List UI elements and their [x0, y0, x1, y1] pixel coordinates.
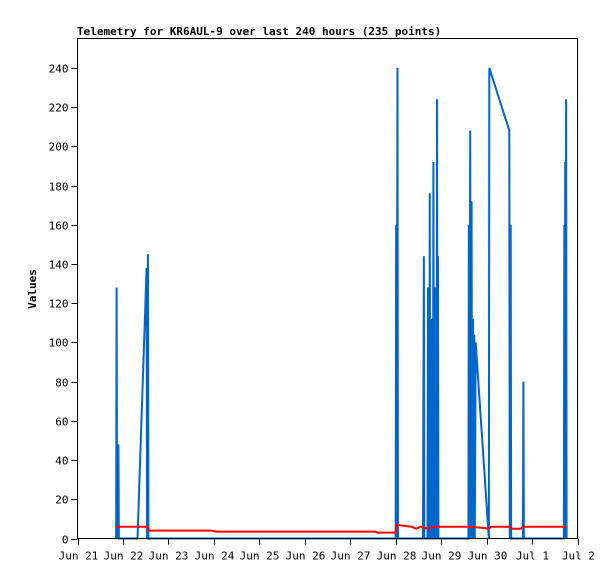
series-line-2 — [116, 523, 567, 534]
y-tick-label: 40 — [55, 455, 68, 468]
y-tick-label: 180 — [49, 181, 69, 194]
x-tick-label: Jun 27 — [331, 550, 371, 563]
x-tick-label: Jun 23 — [149, 550, 189, 563]
x-tick-label: Jun 24 — [195, 550, 235, 563]
chart-title: Telemetry for KR6AUL-9 over last 240 hou… — [77, 25, 441, 38]
y-tick-label: 100 — [49, 337, 69, 350]
y-tick-label: 60 — [55, 416, 68, 429]
x-tick-label: Jun 25 — [240, 550, 280, 563]
x-axis: Jun 21 Jun 22 Jun 23 Jun 24 Jun 25 Jun 26 Jun … — [59, 538, 595, 563]
y-axis: 0 20 40 60 80 100 120 140 160 180 200 220 240 — [49, 63, 78, 547]
y-tick-label: 120 — [49, 298, 69, 311]
y-tick-label: 200 — [49, 141, 69, 154]
x-tick-label: Jun 22 — [104, 550, 144, 563]
plot-frame — [77, 38, 578, 539]
x-tick-label: Jul 1 — [516, 550, 549, 563]
x-tick-label: Jun 29 — [422, 550, 462, 563]
data-series — [115, 67, 568, 540]
x-tick-label: Jun 30 — [468, 550, 508, 563]
y-tick-label: 0 — [62, 534, 69, 547]
y-tick-label: 20 — [55, 494, 68, 507]
x-tick-label: Jun 26 — [286, 550, 326, 563]
y-tick-label: 240 — [49, 63, 69, 76]
y-tick-label: 140 — [49, 259, 69, 272]
y-tick-label: 80 — [55, 377, 68, 390]
series-line-1 — [115, 67, 568, 540]
x-tick-label: Jun 21 — [59, 550, 99, 563]
y-axis-label: Values — [26, 269, 39, 309]
x-tick-label: Jul 2 — [562, 550, 595, 563]
x-tick-label: Jun 28 — [377, 550, 417, 563]
y-tick-label: 160 — [49, 220, 69, 233]
y-tick-label: 220 — [49, 102, 69, 115]
